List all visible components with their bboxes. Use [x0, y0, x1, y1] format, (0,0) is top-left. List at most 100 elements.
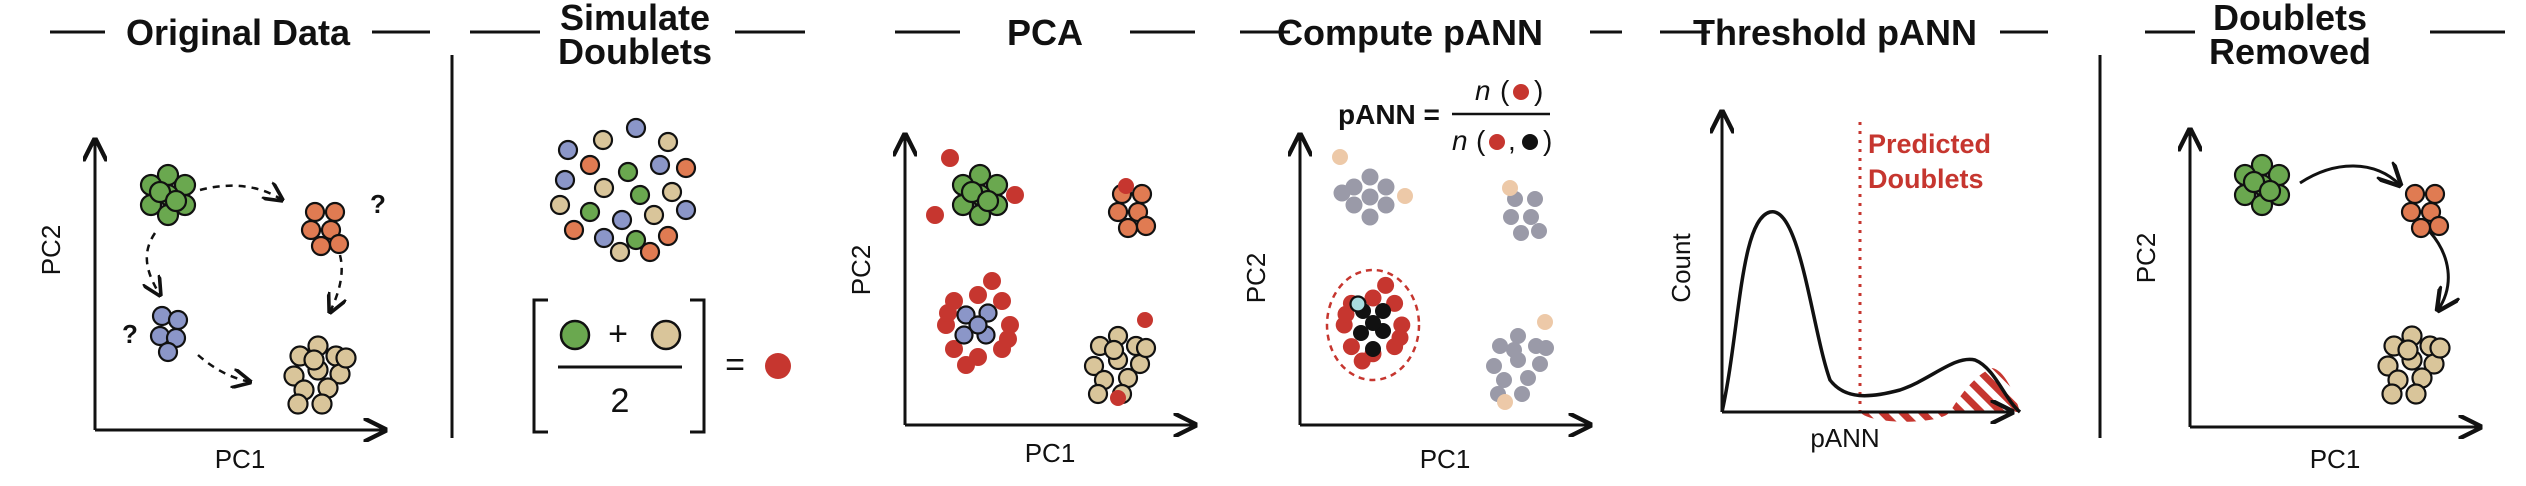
blue-cell-dot — [954, 325, 974, 345]
blue-cell-dot — [167, 309, 189, 331]
predicted-label-line1: Predicted — [1868, 129, 1991, 159]
panel-doublets-removed: Doublets Removed PC1 PC2 — [2131, 0, 2505, 474]
red-cell-dot — [1386, 294, 1404, 312]
gray-cell-dot — [1527, 191, 1543, 207]
gray-cell-dot — [1532, 356, 1548, 372]
clean-cell-points — [2233, 153, 2451, 405]
trajectory-arrow — [2299, 166, 2400, 185]
x-axis-label: PC1 — [1420, 444, 1471, 474]
green-cell-dot — [629, 184, 651, 206]
bracket-right — [690, 298, 706, 434]
green-cell-dot — [617, 161, 639, 183]
black-cell-dot — [1365, 315, 1381, 331]
peach-cell-dot — [1397, 188, 1413, 204]
red-cell-dot — [957, 356, 975, 374]
gray-cell-dot — [1492, 338, 1508, 354]
question-mark: ? — [370, 189, 386, 219]
panel-title-line1: Doublets — [2213, 0, 2367, 38]
blue-cell-dot — [956, 305, 976, 325]
red-cell-dot — [939, 304, 957, 322]
x-axis-label: pANN — [1810, 423, 1879, 453]
red-cell-dot — [1110, 390, 1126, 406]
peach-cell-dot — [1502, 180, 1518, 196]
x-axis-label: PC1 — [1025, 438, 1076, 468]
dashed-arrow — [330, 254, 342, 312]
tan-cell-dot — [657, 131, 679, 153]
red-cell-dot — [1377, 276, 1395, 294]
tan-cell-dot — [643, 204, 665, 226]
formula-lhs: pANN = — [1338, 99, 1440, 130]
blue-cell-dot — [554, 169, 576, 191]
panel-compute-pann: Compute pANN pANN = n ( ) n ( , ) PC1 PC… — [1240, 12, 1622, 474]
tan-cell-dot — [303, 349, 325, 371]
red-cell-dot — [993, 292, 1011, 310]
orange-cell-dot — [639, 241, 661, 263]
peach-cell-dot — [1497, 394, 1513, 410]
panel-original-data: Original Data PC1 PC2 ? ? — [36, 12, 430, 474]
orange-cell-dot — [324, 201, 346, 223]
gray-cell-dot — [1486, 358, 1502, 374]
red-cell-dot — [1364, 289, 1382, 307]
blue-cell-dot — [675, 199, 697, 221]
question-mark: ? — [122, 319, 138, 349]
formula-paren-open: ( — [1476, 125, 1486, 156]
blue-cell-dot — [157, 341, 179, 363]
orange-cell-dot — [675, 157, 697, 179]
green-cell-dot — [164, 189, 188, 213]
red-cell-dot — [1137, 312, 1153, 328]
panel-title: Compute pANN — [1277, 12, 1543, 53]
orange-cell-dot — [563, 219, 585, 241]
gray-cell-dot — [1333, 184, 1351, 202]
red-cell-dot — [1006, 186, 1024, 204]
tan-cell-dot — [609, 241, 631, 263]
denominator: 2 — [611, 382, 630, 420]
cluster-tan — [283, 335, 357, 415]
y-axis-label: PC2 — [846, 245, 876, 296]
tan-cell-dot — [1083, 355, 1105, 377]
red-cell-dot — [1342, 338, 1360, 356]
gray-cell-dot — [1513, 225, 1529, 241]
pann-density-curve — [1720, 210, 2022, 414]
panel-title-line2: Removed — [2209, 31, 2371, 72]
gray-cell-dot — [1377, 196, 1395, 214]
red-cell-dot — [1353, 352, 1371, 370]
peach-cell-dot — [1537, 314, 1553, 330]
tan-cell-dot — [287, 393, 309, 415]
equals-sign: = — [725, 346, 745, 384]
orange-cell-dot — [328, 233, 350, 255]
cyan-cell-dot — [1349, 295, 1367, 313]
tan-cell-dot — [335, 347, 357, 369]
panel-simulate-doublets: Simulate Doublets + 2 = — [470, 0, 805, 434]
red-cell-dot — [926, 206, 944, 224]
orange-cell-dot — [2404, 183, 2426, 205]
black-dot-icon — [1522, 134, 1538, 150]
tan-cell-dot — [283, 365, 305, 387]
red-cell-dot — [1393, 316, 1411, 334]
green-cell-dot — [2258, 179, 2282, 203]
gray-cell-dot — [1506, 342, 1522, 358]
tan-cell-dot — [592, 129, 614, 151]
cluster-blue — [149, 305, 189, 363]
tan-cell-dot — [661, 181, 683, 203]
green-cell-dot — [976, 189, 1000, 213]
predicted-label-line2: Doublets — [1868, 164, 1984, 194]
dashed-arrow — [197, 354, 250, 382]
orange-cell-dot — [1135, 215, 1157, 237]
red-cell-dot — [1337, 305, 1355, 323]
gray-cell-dot — [1496, 372, 1512, 388]
pann-cell-points — [1332, 149, 1554, 410]
red-cell-dot — [999, 330, 1017, 348]
cluster-green — [139, 163, 197, 227]
plus-sign: + — [608, 315, 628, 353]
blue-cell-dot — [625, 117, 647, 139]
orange-cell-dot — [2428, 215, 2450, 237]
dashed-arrow — [199, 186, 282, 200]
tan-cell-dot — [2381, 383, 2403, 405]
orange-cell-dot — [579, 154, 601, 176]
doublet-hatched-area — [1860, 368, 2020, 422]
red-cell-dot — [945, 340, 963, 358]
gray-cell-dot — [1531, 223, 1547, 239]
tan-cell-dot — [311, 393, 333, 415]
black-cell-dot — [1353, 325, 1369, 341]
